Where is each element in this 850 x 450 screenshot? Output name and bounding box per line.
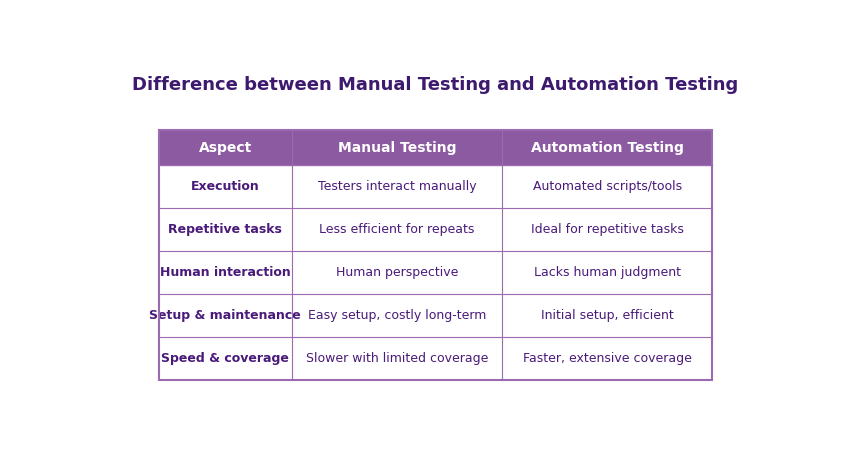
Text: Repetitive tasks: Repetitive tasks (168, 223, 282, 236)
Text: Automation Testing: Automation Testing (530, 141, 683, 155)
Text: Less efficient for repeats: Less efficient for repeats (320, 223, 474, 236)
Text: Lacks human judgment: Lacks human judgment (534, 266, 681, 279)
Text: Initial setup, efficient: Initial setup, efficient (541, 309, 673, 322)
Text: Ideal for repetitive tasks: Ideal for repetitive tasks (530, 223, 683, 236)
Text: Human interaction: Human interaction (160, 266, 291, 279)
Text: Manual Testing: Manual Testing (337, 141, 456, 155)
Text: Automated scripts/tools: Automated scripts/tools (533, 180, 682, 193)
Text: Execution: Execution (191, 180, 260, 193)
Text: Slower with limited coverage: Slower with limited coverage (306, 352, 488, 365)
Text: Testers interact manually: Testers interact manually (318, 180, 476, 193)
Text: Difference between Manual Testing and Automation Testing: Difference between Manual Testing and Au… (133, 76, 739, 94)
Text: Setup & maintenance: Setup & maintenance (150, 309, 301, 322)
Text: Human perspective: Human perspective (336, 266, 458, 279)
Text: Faster, extensive coverage: Faster, extensive coverage (523, 352, 692, 365)
Text: Aspect: Aspect (199, 141, 252, 155)
Text: Speed & coverage: Speed & coverage (162, 352, 289, 365)
Text: Easy setup, costly long-term: Easy setup, costly long-term (308, 309, 486, 322)
